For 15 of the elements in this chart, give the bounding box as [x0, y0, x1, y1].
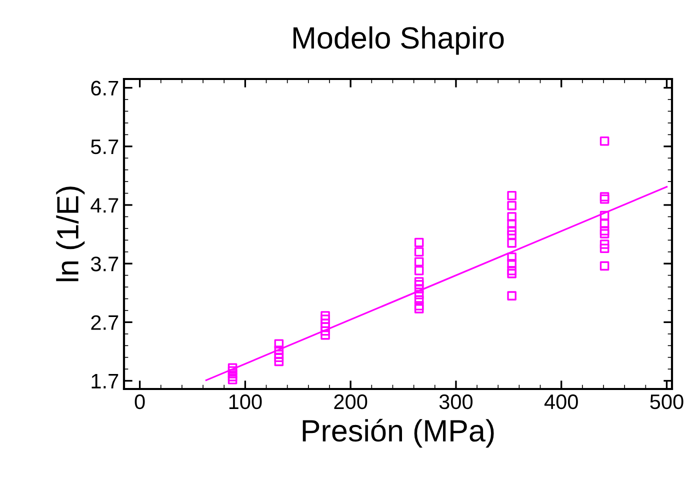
- y-tick-label: 5.7: [91, 140, 118, 154]
- y-tick-label: 4.7: [90, 198, 118, 213]
- y-axis-title: ln (1/E): [56, 186, 85, 282]
- x-tick-label: 400: [544, 394, 578, 410]
- x-tick-label: 500: [650, 394, 684, 410]
- x-tick-label: 0: [134, 394, 145, 410]
- chart-title: Modelo Shapiro: [294, 26, 504, 55]
- x-tick-label: 300: [439, 394, 473, 410]
- y-tick-label: 2.7: [91, 315, 118, 330]
- y-tick-label: 3.7: [90, 256, 118, 272]
- y-tick-label: 6.7: [91, 80, 118, 96]
- y-tick-label: 1.7: [92, 374, 118, 388]
- x-tick-label: 200: [334, 394, 368, 410]
- x-axis-title: Presión (MPa): [302, 418, 494, 448]
- x-tick-label: 100: [229, 394, 262, 410]
